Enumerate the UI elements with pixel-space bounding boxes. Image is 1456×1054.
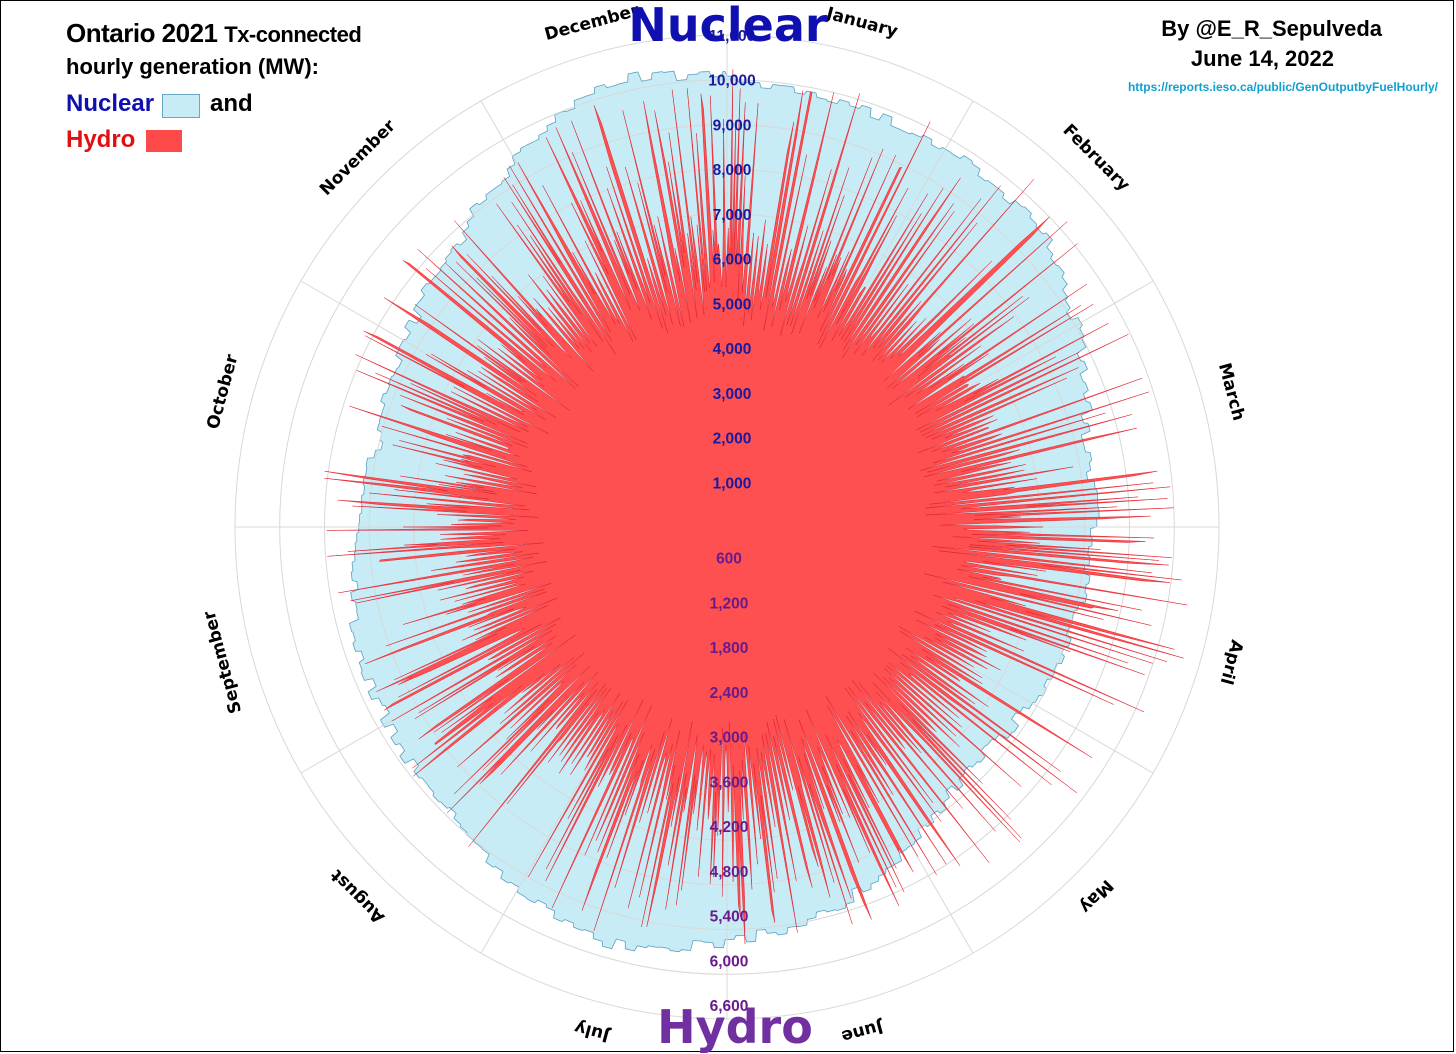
nuclear-tick-label: 9,000 bbox=[713, 118, 752, 135]
nuclear-tick-label: 5,000 bbox=[713, 296, 752, 313]
month-label-may: May bbox=[1075, 875, 1117, 917]
month-label-october: October bbox=[203, 352, 242, 432]
nuclear-tick-label: 8,000 bbox=[713, 162, 752, 179]
hydro-tick-label: 1,200 bbox=[710, 596, 749, 613]
nuclear-tick-label: 7,000 bbox=[713, 207, 752, 224]
author-credit: By @E_R_Sepulveda bbox=[1161, 16, 1382, 41]
source-link[interactable]: https://reports.ieso.ca/public/GenOutput… bbox=[1127, 80, 1438, 94]
nuclear-tick-label: 1,000 bbox=[713, 475, 752, 492]
month-label-september: September bbox=[199, 608, 246, 716]
chart-title-line2: hourly generation (MW): bbox=[66, 54, 319, 79]
nuclear-tick-label: 2,000 bbox=[713, 431, 752, 448]
chart-title: Ontario 2021 Tx-connected bbox=[66, 18, 362, 48]
nuclear-tick-label: 10,000 bbox=[708, 73, 755, 90]
hydro-area bbox=[324, 69, 1188, 944]
hydro-tick-label: 4,200 bbox=[710, 819, 749, 836]
nuclear-tick-label: 11,000 bbox=[709, 28, 756, 45]
radial-tick-labels: 1,000 2,000 3,000 4,000 5,000 6,000 7,000 8,000… bbox=[708, 28, 755, 1015]
hydro-tick-label: 3,000 bbox=[710, 730, 749, 747]
hydro-tick-label: 4,800 bbox=[710, 864, 749, 881]
hydro-tick-label: 1,800 bbox=[710, 640, 749, 657]
legend-nuclear-label: Nuclear bbox=[66, 90, 155, 117]
hydro-tick-label: 2,400 bbox=[710, 685, 749, 702]
hydro-tick-label: 600 bbox=[716, 551, 742, 568]
legend-and-label: and bbox=[210, 90, 253, 117]
month-label-march: March bbox=[1214, 361, 1249, 423]
hydro-tick-label: 6,000 bbox=[710, 953, 749, 970]
legend-nuclear-swatch bbox=[162, 94, 200, 118]
hydro-area-layer bbox=[324, 69, 1188, 944]
hydro-tick-label: 5,400 bbox=[710, 909, 749, 926]
hydro-tick-label: 3,600 bbox=[710, 774, 749, 791]
legend-hydro-swatch bbox=[146, 130, 182, 152]
nuclear-big-label: Nuclear bbox=[628, 0, 828, 52]
nuclear-tick-label: 4,000 bbox=[713, 341, 752, 358]
nuclear-tick-label: 6,000 bbox=[713, 252, 752, 269]
month-label-august: August bbox=[327, 865, 389, 927]
chart-title-sub: Tx-connected bbox=[224, 22, 362, 47]
hydro-tick-label: 6,600 bbox=[710, 998, 749, 1015]
month-label-november: November bbox=[316, 116, 400, 200]
author-date: June 14, 2022 bbox=[1190, 46, 1334, 71]
nuclear-tick-label: 3,000 bbox=[713, 386, 752, 403]
month-label-february: February bbox=[1059, 120, 1134, 195]
legend-hydro-label: Hydro bbox=[66, 126, 136, 153]
hydro-big-label: Hydro bbox=[657, 1000, 813, 1054]
month-label-april: April bbox=[1216, 638, 1247, 687]
